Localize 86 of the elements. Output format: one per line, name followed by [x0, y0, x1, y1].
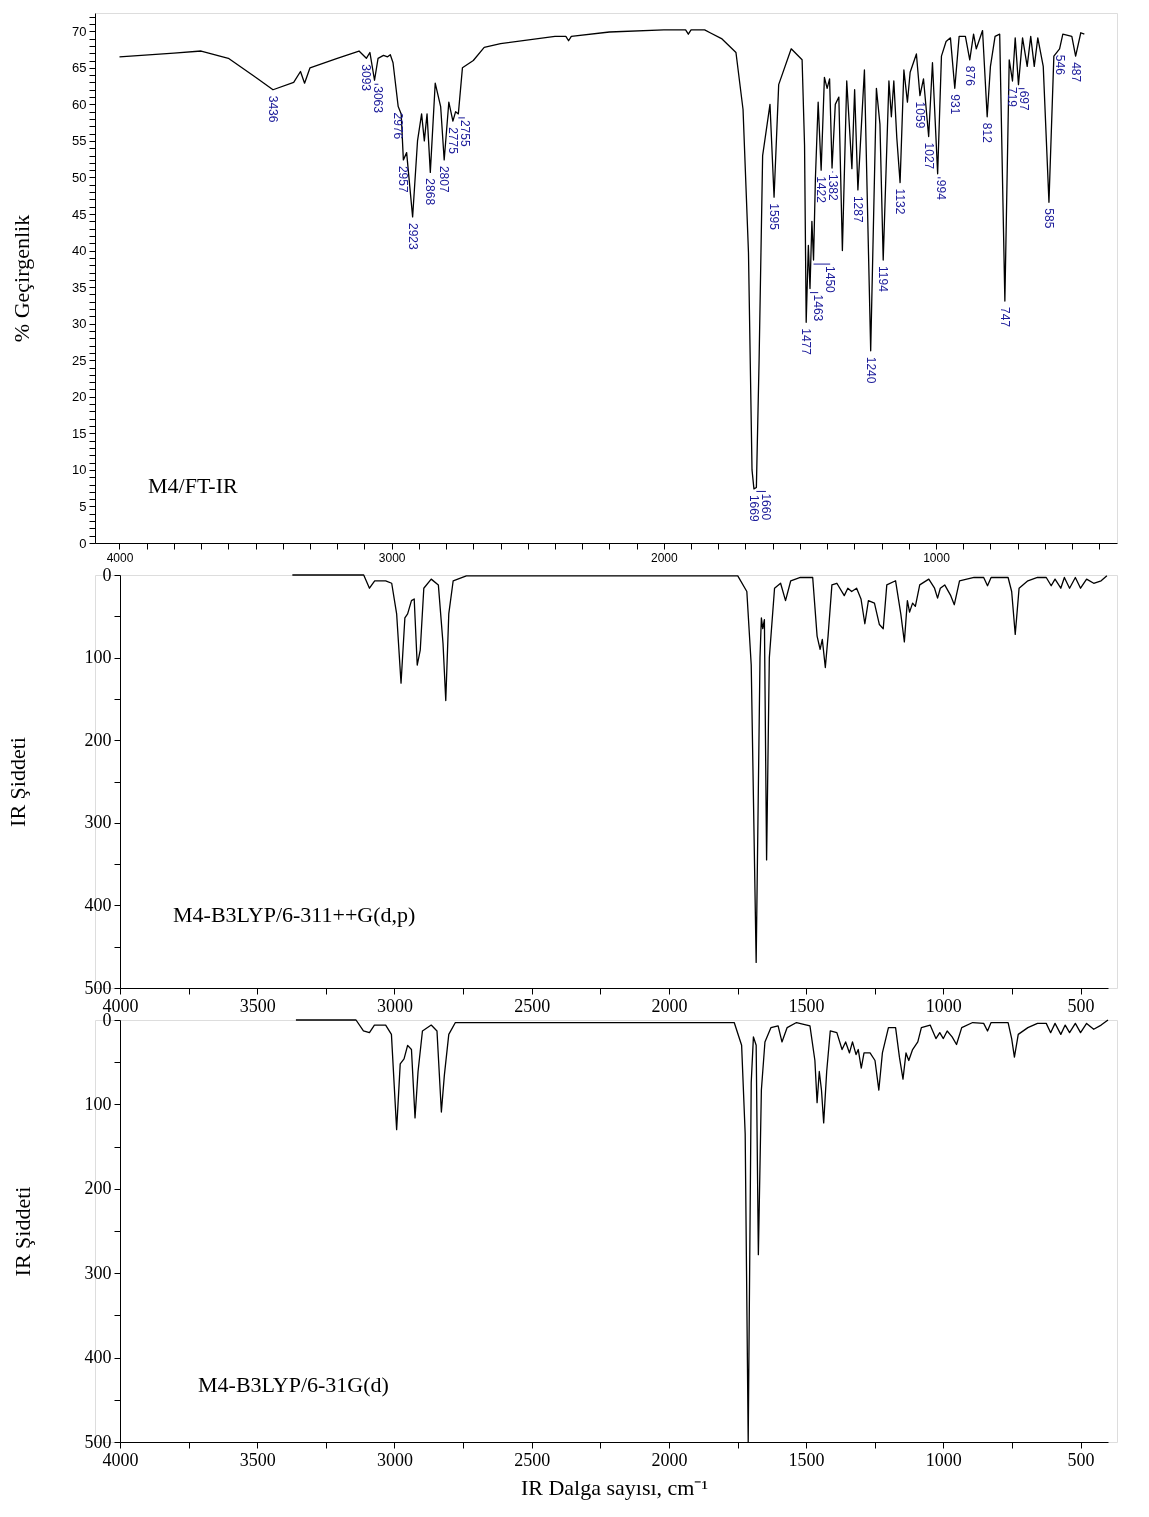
x-tick-label: 3000: [376, 1449, 413, 1470]
annotation: M4-B3LYP/6-311++G(d,p): [173, 902, 416, 927]
y-tick-label: 55: [72, 133, 87, 149]
x-axis-title: IR Dalga sayısı, cm⁻¹: [520, 1474, 709, 1500]
y-tick-label: 25: [72, 352, 87, 368]
y-tick-label: 400: [84, 894, 112, 915]
x-tick-label: 2000: [651, 1449, 688, 1470]
x-tick-label: 2500: [514, 995, 551, 1016]
y-tick-label: 0: [102, 564, 112, 585]
x-tick-label: 2000: [651, 995, 688, 1016]
y-tick-label: 300: [84, 1262, 112, 1283]
y-tick-label: 200: [84, 1178, 112, 1199]
x-tick-label: 1000: [925, 995, 962, 1016]
x-tick-label: 2500: [514, 1449, 551, 1470]
annotation: 876: [962, 65, 977, 87]
annotation: 1422: [814, 176, 829, 204]
y-tick-label: 15: [72, 425, 87, 441]
annotation: 2957: [396, 165, 411, 193]
annotation: 1450: [823, 266, 838, 294]
annotation: 1477: [799, 328, 814, 356]
x-tick-label: 500: [1067, 1449, 1095, 1470]
annotation: 1595: [767, 203, 782, 231]
annotation: 2775: [445, 127, 460, 155]
x-tick-label: 3000: [378, 550, 406, 565]
annotation: 3093: [359, 64, 374, 92]
y-tick-label: 100: [84, 1093, 112, 1114]
annotation: 585: [1041, 208, 1056, 229]
x-tick-label: 1500: [788, 995, 825, 1016]
x-tick-label: 2000: [650, 550, 679, 565]
x-tick-label: 1000: [925, 1449, 962, 1470]
y-tick-label: 500: [84, 1431, 112, 1452]
x-tick-label: 1000: [923, 550, 951, 565]
y-tick-label: 35: [72, 279, 87, 295]
annotation: M4/FT-IR: [148, 473, 238, 498]
annotation: 747: [997, 307, 1012, 328]
y-tick-label: 30: [72, 316, 87, 332]
y-tick-label: 50: [72, 169, 87, 185]
annotation: 719: [1005, 86, 1020, 108]
x-tick-label: 3000: [376, 995, 413, 1016]
annotation: 2976: [391, 112, 406, 140]
y-tick-label: 100: [84, 647, 112, 668]
y-tick-label: 60: [72, 96, 87, 112]
annotation: 1132: [893, 188, 908, 215]
annotation: 3063: [371, 86, 386, 114]
y-tick-label: 300: [84, 812, 112, 833]
annotation: 1059: [912, 101, 927, 129]
y-tick-label: 0: [79, 535, 87, 551]
y-tick-label: 200: [84, 729, 112, 750]
y-tick-label: 65: [72, 60, 87, 76]
y-axis-title: IR Şiddeti: [4, 737, 30, 827]
annotation: 2807: [437, 165, 452, 193]
y-tick-label: 70: [72, 23, 87, 39]
annotation: 546: [1052, 54, 1067, 76]
annotation: 1027: [921, 142, 936, 170]
annotation: 697: [1017, 90, 1032, 111]
x-tick-label: 3500: [239, 995, 276, 1016]
annotation: 931: [947, 94, 962, 115]
y-axis-title: IR Şiddeti: [9, 1186, 35, 1277]
annotation: 3436: [266, 95, 280, 123]
x-tick-label: 3500: [239, 1449, 276, 1470]
x-tick-label: 4000: [106, 550, 134, 565]
annotation: 1660: [758, 493, 773, 521]
annotation: 1382: [826, 173, 841, 201]
y-tick-label: 500: [84, 977, 112, 998]
annotation: 2868: [423, 178, 438, 206]
y-tick-label: 5: [79, 498, 87, 514]
annotation: M4-B3LYP/6-31G(d): [198, 1372, 389, 1397]
annotation: 1194: [876, 266, 891, 293]
x-tick-label: 4000: [102, 1449, 139, 1470]
annotation: 2923: [405, 222, 420, 250]
y-tick-label: 10: [72, 462, 87, 478]
y-tick-label: 20: [72, 389, 87, 405]
annotation: 487: [1068, 62, 1083, 83]
y-axis-title: % Geçirgenlik: [9, 214, 35, 343]
annotation: 1463: [811, 294, 826, 322]
y-tick-label: 45: [72, 206, 87, 222]
annotation: 1669: [746, 494, 761, 522]
x-tick-label: 1500: [788, 1449, 825, 1470]
x-tick-label: 500: [1067, 995, 1095, 1016]
annotation: 1240: [863, 356, 878, 384]
annotation: 994: [933, 179, 948, 201]
annotation: 1287: [850, 195, 865, 223]
annotation: 2755: [457, 119, 472, 147]
y-tick-label: 40: [72, 243, 87, 259]
y-tick-label: 400: [84, 1347, 112, 1368]
annotation: 812: [980, 122, 995, 144]
